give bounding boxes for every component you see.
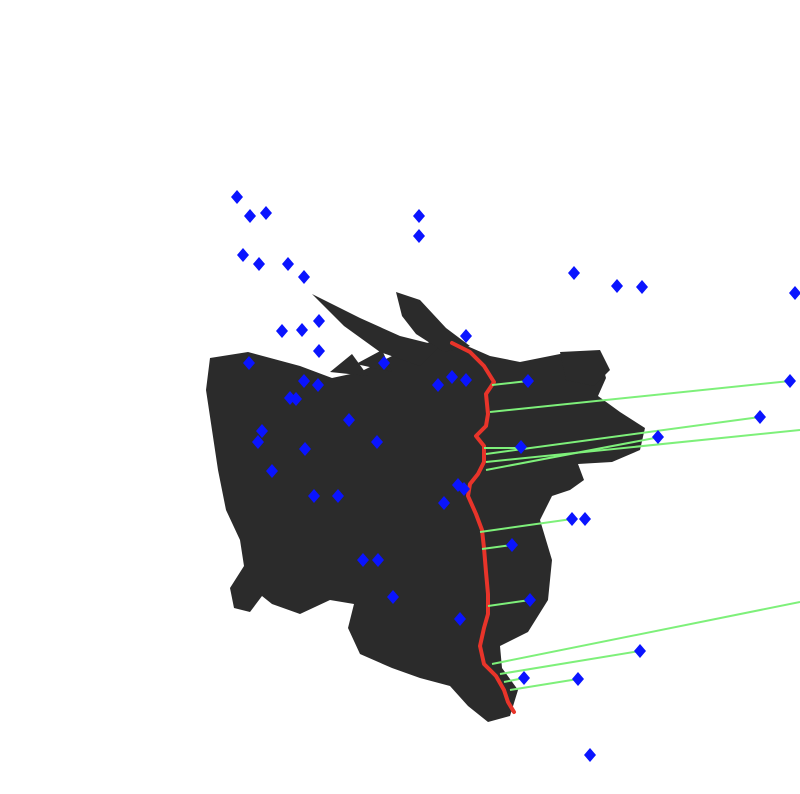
keypoint-marker-icon — [378, 356, 390, 370]
match-line — [509, 678, 579, 691]
keypoint-marker-icon — [524, 593, 536, 607]
keypoint-marker-icon — [260, 206, 272, 220]
match-line — [485, 429, 800, 463]
keypoint-marker-icon — [371, 435, 383, 449]
keypoint-marker-icon — [298, 374, 310, 388]
keypoint-marker-icon — [253, 257, 265, 271]
keypoint-marker-icon — [343, 413, 355, 427]
keypoint-marker-icon — [282, 257, 294, 271]
dragon-spike — [330, 354, 368, 376]
keypoint-marker-icon — [584, 748, 596, 762]
keypoint-marker-icon — [446, 370, 458, 384]
keypoint-marker-icon — [237, 248, 249, 262]
match-line — [487, 599, 531, 607]
keypoint-marker-icon — [568, 266, 580, 280]
match-lines — [479, 380, 800, 691]
dragon-body — [206, 342, 645, 722]
keypoint-marker-icon — [252, 435, 264, 449]
keypoint-marker-icon — [518, 671, 530, 685]
keypoint-marker-icon — [276, 324, 288, 338]
dragon-horn-right — [396, 292, 470, 352]
silhouette-curve — [450, 341, 516, 714]
match-line — [485, 436, 661, 471]
keypoint-marker-icon — [413, 209, 425, 223]
dragon-silhouette-icon — [206, 292, 645, 722]
match-line — [491, 380, 529, 386]
keypoint-marker-icon — [357, 553, 369, 567]
keypoint-marker-icon — [572, 672, 584, 686]
keypoint-marker-icon — [460, 329, 472, 343]
keypoint-marker-icon — [784, 374, 796, 388]
keypoint-marker-icon — [611, 279, 623, 293]
keypoint-marker-icon — [308, 489, 320, 503]
keypoint-marker-icon — [652, 430, 664, 444]
keypoint-marker-icon — [515, 440, 527, 454]
keypoint-marker-icon — [634, 644, 646, 658]
match-line — [485, 416, 761, 455]
keypoint-marker-icon — [454, 612, 466, 626]
dragon-horn-left — [312, 294, 440, 366]
keypoint-marker-icon — [244, 209, 256, 223]
keypoint-marker-icon — [579, 512, 591, 526]
keypoint-marker-icon — [243, 356, 255, 370]
keypoint-marker-icon — [636, 280, 648, 294]
keypoint-marker-icon — [298, 270, 310, 284]
keypoint-marker-icon — [522, 374, 534, 388]
keypoint-marker-icon — [299, 442, 311, 456]
keypoint-marker-icon — [413, 229, 425, 243]
keypoint-marker-icon — [266, 464, 278, 478]
match-line — [491, 601, 800, 665]
keypoint-marker-icon — [506, 538, 518, 552]
keypoint-marker-icon — [332, 489, 344, 503]
keypoint-marker-icon — [313, 344, 325, 358]
keypoint-marker-icon — [372, 553, 384, 567]
dragon-snout — [560, 350, 610, 386]
match-line — [499, 650, 641, 675]
keypoint-marker-icon — [312, 378, 324, 392]
keypoint-marker-icon — [789, 286, 800, 300]
keypoint-marker-icon — [256, 424, 268, 438]
keypoint-marker-icon — [432, 378, 444, 392]
keypoint-marker-icon — [290, 392, 302, 406]
keypoint-marker-icon — [566, 512, 578, 526]
keypoint-marker-icon — [231, 190, 243, 204]
keypoint-marker-icon — [460, 373, 472, 387]
keypoint-marker-icon — [387, 590, 399, 604]
keypoint-marker-icon — [754, 410, 766, 424]
keypoint-marker-icon — [296, 323, 308, 337]
keypoint-marker-icon — [438, 496, 450, 510]
match-line — [479, 518, 573, 533]
keypoint-marker-icon — [313, 314, 325, 328]
keypoints — [231, 190, 800, 762]
keypoint-marker-icon — [458, 482, 470, 496]
match-line — [489, 380, 791, 413]
